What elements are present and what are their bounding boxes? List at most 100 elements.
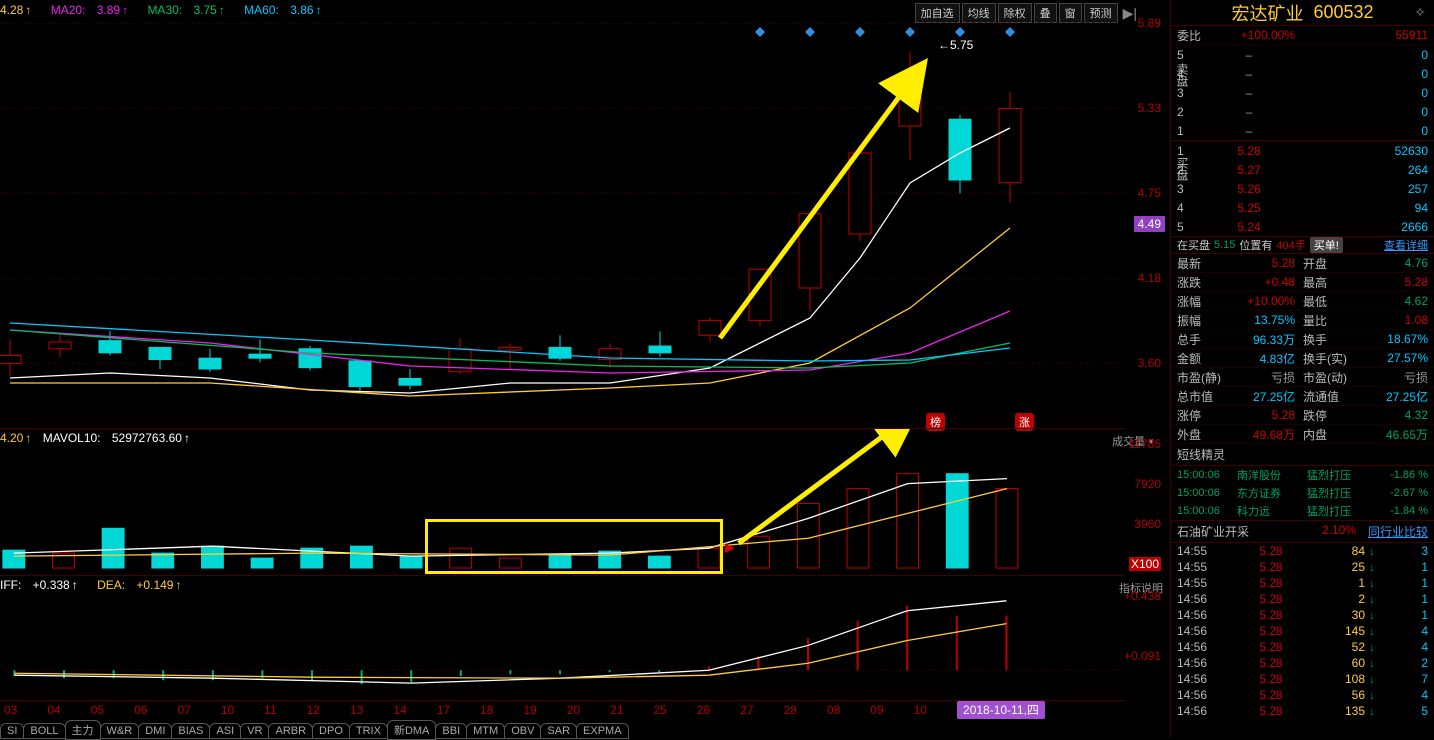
date-tick: 18 xyxy=(480,703,493,717)
ma-legend: 4.28 MA20: 3.89 MA30: 3.75 MA60: 3.86 xyxy=(0,3,338,17)
alert-row[interactable]: 15:00:06南洋股份猛烈打压-1.86 % xyxy=(1171,466,1434,484)
quote-row: 涨停5.28跌停4.32 xyxy=(1171,406,1434,425)
quote-row: 振幅13.75%量比1.08 xyxy=(1171,311,1434,330)
time-sales-row: 14:555.281↓1 xyxy=(1171,575,1434,591)
orderbook-row: 4–0 xyxy=(1171,64,1434,83)
ma10-val: 4.28 xyxy=(0,3,31,17)
indicator-tabs: SIBOLL主力W&RDMIBIASASIVRARBRDPOTRIX新DMABB… xyxy=(0,720,1170,738)
indicator-tab[interactable]: BIAS xyxy=(171,723,210,739)
order-book: 卖盘 5–04–03–02–01–0 买盘 15.285263025.27264… xyxy=(1171,45,1434,236)
date-tick: 05 xyxy=(91,703,104,717)
quote-grid: 最新5.28开盘4.76涨跌+0.48最高5.28涨幅+10.00%最低4.62… xyxy=(1171,254,1434,444)
date-tick: 17 xyxy=(437,703,450,717)
chart-area: 4.28 MA20: 3.89 MA30: 3.75 MA60: 3.86 加自… xyxy=(0,0,1170,738)
settle-price-badge: 4.49 xyxy=(1134,216,1165,232)
alert-row[interactable]: 15:00:06科力远猛烈打压-1.84 % xyxy=(1171,502,1434,520)
macd-pane[interactable]: IFF: +0.338 DEA: +0.149 指标说明 +0.438+0.09… xyxy=(0,575,1125,700)
date-tick: 07 xyxy=(177,703,190,717)
weibi-row: 委比 +100.00% 55911 xyxy=(1171,26,1434,45)
indicator-tab[interactable]: SI xyxy=(0,723,24,739)
date-tick: 04 xyxy=(47,703,60,717)
date-tick: 11 xyxy=(264,703,276,717)
time-sales-row: 14:565.28135↓5 xyxy=(1171,703,1434,719)
star-icon[interactable]: ✧ xyxy=(1414,4,1426,21)
alert-row[interactable]: 15:00:06东方证券猛烈打压-2.67 % xyxy=(1171,484,1434,502)
indicator-tab[interactable]: 主力 xyxy=(65,720,101,740)
date-tick: 13 xyxy=(350,703,363,717)
indicator-tab[interactable]: SAR xyxy=(540,723,577,739)
indicator-tab[interactable]: EXPMA xyxy=(576,723,629,739)
indicator-tab[interactable]: VR xyxy=(240,723,269,739)
time-sales-row: 14:565.28145↓4 xyxy=(1171,623,1434,639)
buy-hint: 在买盘 5.15 位置有 404手 买单! 查看详细 xyxy=(1171,236,1434,254)
time-sales-row: 14:565.2860↓2 xyxy=(1171,655,1434,671)
volume-pane[interactable]: 4.20 MAVOL10: 52972763.60 成交量▼ 117857920… xyxy=(0,428,1125,573)
date-strip: 03 04 05 06 07 10 11 12 13 14 17 18 19 20 21 25 26 27 28 08… xyxy=(0,700,1125,718)
date-tick: 14 xyxy=(393,703,406,717)
sidebar: 宏达矿业 600532 ✧ 委比 +100.00% 55911 卖盘 5–04–… xyxy=(1170,0,1434,738)
orderbook-row: 45.2594 xyxy=(1171,198,1434,217)
quote-row: 金额4.83亿换手(实)27.57% xyxy=(1171,349,1434,368)
indicator-tab[interactable]: TRIX xyxy=(349,723,388,739)
sector-link[interactable]: 同行业比较 xyxy=(1368,523,1428,540)
time-sales-row: 14:565.282↓1 xyxy=(1171,591,1434,607)
price-svg xyxy=(0,18,1125,423)
quote-row: 涨幅+10.00%最低4.62 xyxy=(1171,292,1434,311)
date-tick: 06 xyxy=(134,703,147,717)
vol-yaxis: 1178579203960X100 xyxy=(1125,429,1165,573)
alerts-title: 短线精灵 xyxy=(1171,444,1434,466)
indicator-tab[interactable]: ARBR xyxy=(268,723,313,739)
date-tick: 10 xyxy=(914,703,927,717)
peak-label: ←5.75 xyxy=(938,38,973,52)
quote-row: 市盈(静)亏损市盈(动)亏损 xyxy=(1171,368,1434,387)
orderbook-row: 15.2852630 xyxy=(1171,141,1434,160)
orderbook-row: 35.26257 xyxy=(1171,179,1434,198)
macd-yaxis: +0.438+0.091 xyxy=(1125,576,1165,700)
buy-hint-link[interactable]: 查看详细 xyxy=(1384,237,1428,253)
quote-row: 总手96.33万换手18.67% xyxy=(1171,330,1434,349)
stock-name: 宏达矿业 xyxy=(1231,0,1303,26)
alerts-list: 15:00:06南洋股份猛烈打压-1.86 %15:00:06东方证券猛烈打压-… xyxy=(1171,466,1434,520)
date-tick: 27 xyxy=(740,703,753,717)
price-pane[interactable]: 5.895.334.754.183.60 4.49 榜 涨 ←5.75 xyxy=(0,18,1125,423)
date-tick: 19 xyxy=(523,703,536,717)
indicator-tab[interactable]: DMI xyxy=(138,723,172,739)
highlight-box xyxy=(425,519,723,574)
indicator-tab[interactable]: 新DMA xyxy=(387,720,436,740)
indicator-tab[interactable]: BBI xyxy=(435,723,467,739)
quote-row: 最新5.28开盘4.76 xyxy=(1171,254,1434,273)
orderbook-row: 3–0 xyxy=(1171,83,1434,102)
date-tick: 21 xyxy=(610,703,623,717)
orderbook-row: 2–0 xyxy=(1171,102,1434,121)
date-tick: 25 xyxy=(654,703,667,717)
date-tick: 03 xyxy=(4,703,17,717)
indicator-tab[interactable]: MTM xyxy=(466,723,505,739)
indicator-tab[interactable]: OBV xyxy=(504,723,541,739)
date-tick: 12 xyxy=(307,703,320,717)
quote-row: 涨跌+0.48最高5.28 xyxy=(1171,273,1434,292)
date-tick: 20 xyxy=(567,703,580,717)
buy-hint-badge: 买单! xyxy=(1310,237,1343,253)
indicator-tab[interactable]: DPO xyxy=(312,723,350,739)
orderbook-row: 25.27264 xyxy=(1171,160,1434,179)
date-current: 2018-10-11,四 xyxy=(957,701,1045,719)
quote-row: 总市值27.25亿流通值27.25亿 xyxy=(1171,387,1434,406)
stock-code: 600532 xyxy=(1313,2,1373,23)
time-sales-row: 14:565.2852↓4 xyxy=(1171,639,1434,655)
time-sales-row: 14:565.2856↓4 xyxy=(1171,687,1434,703)
orderbook-row: 55.242666 xyxy=(1171,217,1434,236)
indicator-tab[interactable]: W&R xyxy=(100,723,140,739)
buy-label: 买盘 xyxy=(1175,157,1189,181)
time-sales-row: 14:565.28108↓7 xyxy=(1171,671,1434,687)
indicator-tab[interactable]: ASI xyxy=(209,723,241,739)
indicator-tab[interactable]: BOLL xyxy=(23,723,65,739)
date-tick: 08 xyxy=(827,703,840,717)
date-tick: 09 xyxy=(870,703,883,717)
time-sales: 14:555.2884↓314:555.2825↓114:555.281↓114… xyxy=(1171,543,1434,719)
orderbook-row: 1–0 xyxy=(1171,121,1434,140)
date-tick: 28 xyxy=(784,703,797,717)
macd-svg xyxy=(0,576,1125,700)
date-tick: 26 xyxy=(697,703,710,717)
time-sales-row: 14:555.2825↓1 xyxy=(1171,559,1434,575)
date-tick: 10 xyxy=(221,703,234,717)
